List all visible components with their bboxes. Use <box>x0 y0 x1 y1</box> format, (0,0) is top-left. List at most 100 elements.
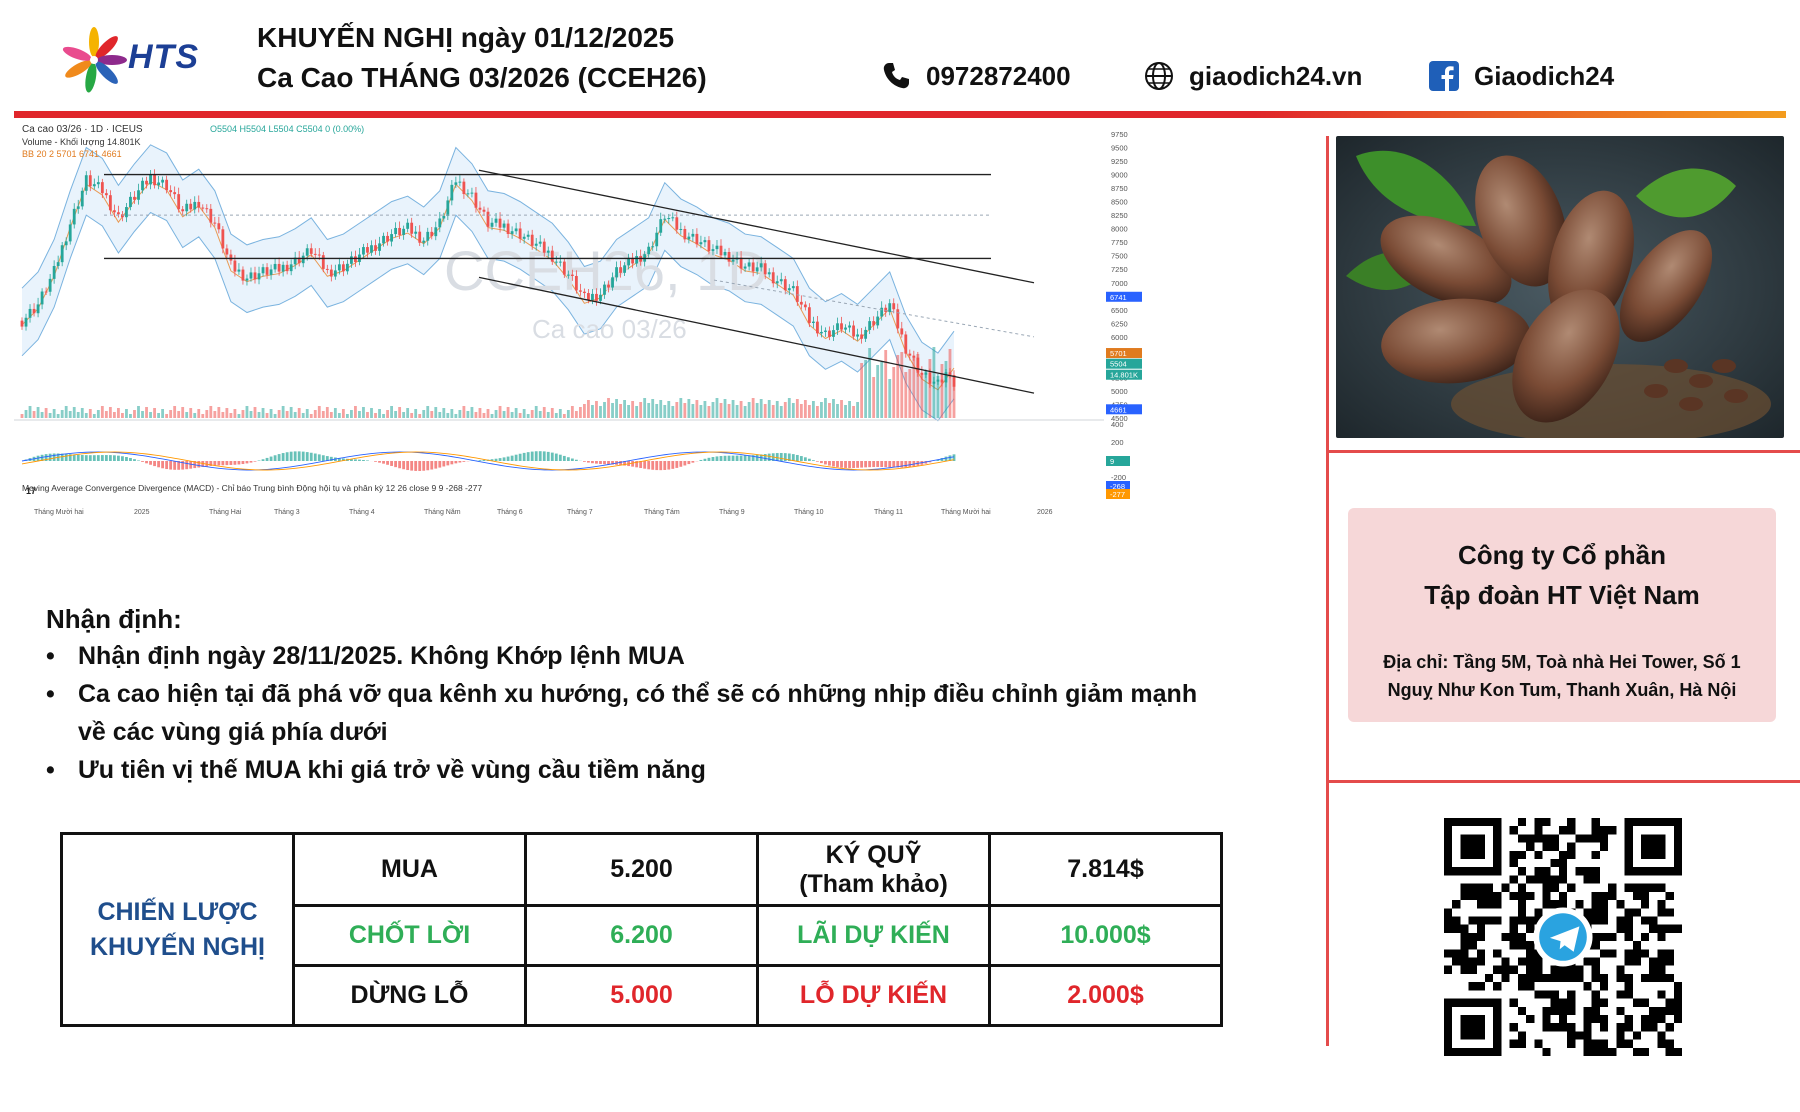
contact-phone[interactable]: 0972872400 <box>880 60 1071 92</box>
macd-histogram-bar <box>631 461 635 467</box>
candle-body <box>952 375 956 387</box>
volume-bar <box>687 399 691 418</box>
qr-module <box>1673 1006 1682 1015</box>
qr-module <box>1657 1014 1666 1024</box>
macd-histogram-bar <box>530 451 534 461</box>
qr-module <box>1460 949 1469 958</box>
qr-module <box>1509 826 1518 835</box>
candle-body <box>209 208 213 223</box>
qr-module <box>1526 1014 1535 1024</box>
qr-module <box>1567 1031 1576 1040</box>
macd-histogram-bar <box>852 461 855 468</box>
qr-module <box>1526 842 1535 851</box>
candle-body <box>739 257 743 269</box>
qr-module <box>1665 924 1674 933</box>
macd-histogram-bar <box>747 455 751 461</box>
metric-cell: KÝ QUỸ (Tham khảo) <box>756 832 991 907</box>
candle-body <box>707 240 711 252</box>
qr-module <box>1468 941 1477 950</box>
candle-body <box>466 193 470 195</box>
volume-bar <box>888 379 892 418</box>
qr-module <box>1632 908 1641 917</box>
volume-bar <box>699 405 703 418</box>
macd-histogram-bar <box>442 461 446 467</box>
qr-module <box>1460 941 1469 950</box>
volume-bar <box>121 413 124 418</box>
candle-body <box>117 212 120 215</box>
qr-module <box>1583 1014 1592 1024</box>
y-tick-label: 8500 <box>1111 198 1128 207</box>
macd-histogram-bar <box>233 461 237 465</box>
volume-bar <box>28 406 32 418</box>
volume-bar <box>273 414 277 418</box>
macd-histogram-bar <box>72 454 76 461</box>
macd-histogram-bar <box>313 453 317 461</box>
qr-module <box>1665 1039 1674 1048</box>
qr-module <box>1599 908 1609 917</box>
candle-body <box>820 331 823 334</box>
price-chart: CCEH26, 1D Ca cao 03/26 400200-2009-268-… <box>14 120 1314 590</box>
candle-body <box>88 175 92 187</box>
volume-bar <box>442 408 446 418</box>
macd-value-label: -277 <box>1110 490 1125 499</box>
y-tick-label: 6000 <box>1111 333 1128 342</box>
qr-module <box>1599 949 1609 958</box>
candle-body <box>354 256 357 262</box>
candle-body <box>659 219 663 233</box>
volume-bar <box>117 408 120 418</box>
qr-module <box>1632 949 1641 958</box>
volume-bar <box>88 409 92 418</box>
volume-bar <box>848 401 851 418</box>
macd-histogram-bar <box>108 455 112 461</box>
qr-module <box>1485 891 1494 901</box>
candle-body <box>406 222 410 229</box>
macd-histogram-bar <box>811 460 815 461</box>
candle-body <box>446 200 450 217</box>
volume-bar <box>603 402 606 418</box>
qr-module <box>1657 924 1666 933</box>
macd-histogram-bar <box>414 461 418 471</box>
price-tag-label: 4661 <box>1110 405 1127 414</box>
volume-bar <box>72 407 76 418</box>
candle-body <box>607 284 610 288</box>
macd-histogram-bar <box>153 461 156 467</box>
qr-module <box>1558 859 1568 868</box>
macd-histogram-bar <box>550 452 554 461</box>
qr-module <box>1624 932 1633 942</box>
candle-body <box>944 372 948 383</box>
candle-body <box>619 267 622 273</box>
macd-histogram-bar <box>84 455 88 461</box>
contact-facebook[interactable]: Giaodich24 <box>1428 60 1614 92</box>
qr-module <box>1517 916 1527 925</box>
table-row: CHIẾN LƯỢC KHUYẾN NGHỊ MUA 5.200 KÝ QUỸ … <box>60 832 1223 1027</box>
macd-histogram-bar <box>341 458 345 461</box>
y-tick-label: 9000 <box>1111 171 1128 180</box>
contact-website[interactable]: giaodich24.vn <box>1143 60 1362 92</box>
volume-bar <box>763 404 767 418</box>
volume-bar <box>56 414 60 418</box>
macd-histogram-bar <box>687 461 691 465</box>
volume-bar <box>418 414 422 418</box>
telegram-qr-code[interactable] <box>1444 818 1682 1056</box>
candle-body <box>542 241 546 253</box>
candle-body <box>418 231 422 243</box>
macd-line <box>21 451 955 471</box>
volume-bar <box>803 400 807 418</box>
qr-module <box>1542 875 1551 884</box>
macd-histogram-bar <box>715 456 719 461</box>
volume-bar <box>904 372 908 418</box>
macd-histogram-bar <box>888 461 892 468</box>
macd-histogram-bar <box>418 461 422 471</box>
macd-histogram-bar <box>337 458 341 461</box>
volume-bar <box>366 412 369 418</box>
macd-histogram-bar <box>305 452 309 461</box>
volume-bar <box>245 406 249 418</box>
macd-histogram-bar <box>157 461 160 468</box>
qr-module <box>1550 842 1559 851</box>
volume-bar <box>811 401 815 418</box>
candle-body <box>112 210 116 213</box>
qr-module <box>1493 949 1502 958</box>
volume-bar <box>711 402 715 418</box>
volume-bar <box>723 399 727 418</box>
price-tag <box>1106 369 1142 380</box>
